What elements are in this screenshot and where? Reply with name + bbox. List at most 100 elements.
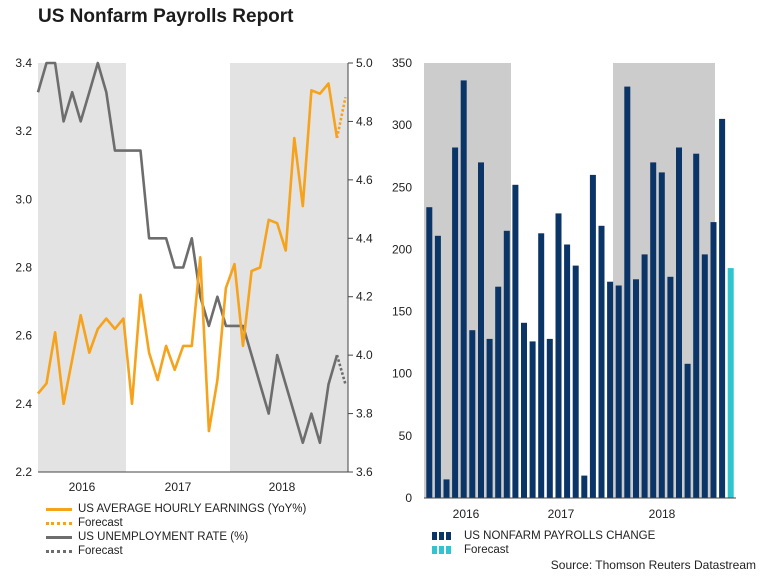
earnings-unemployment-chart: 2.2 2.4 2.6 2.8 3.0 3.2 3.4 3.6 3.8 4.0 4.2 4.4 4.6… — [15, 56, 373, 494]
shaded-year-2018 — [230, 63, 348, 472]
payroll-bar — [564, 244, 571, 498]
legend-label-unemployment: US UNEMPLOYMENT RATE (%) — [78, 531, 249, 543]
unemployment-forecast-swatch — [46, 549, 72, 553]
payroll-bar — [426, 207, 433, 498]
payroll-bar — [503, 230, 510, 499]
bar-axis-tick: 100 — [392, 367, 412, 381]
payroll-bar — [598, 225, 605, 499]
year-label: 2018 — [269, 480, 296, 494]
payroll-bar — [555, 213, 562, 498]
earnings-forecast-line — [335, 96, 347, 139]
bar-axis-tick: 150 — [392, 305, 412, 319]
payrolls-forecast-swatch — [432, 546, 458, 554]
right-axis-tick: 3.6 — [356, 465, 373, 479]
payrolls-swatch — [432, 532, 458, 540]
legend-label-earnings: US AVERAGE HOURLY EARNINGS (YoY%) — [78, 503, 307, 515]
payroll-bar — [589, 174, 596, 498]
right-axis-tick: 4.2 — [356, 290, 373, 304]
year-label: 2016 — [453, 507, 480, 521]
source-note: Source: Thomson Reuters Datastream — [550, 558, 756, 572]
right-axis-tick: 4.4 — [356, 231, 373, 245]
unemployment-line — [36, 61, 339, 445]
unemployment-forecast-line — [335, 354, 347, 385]
payroll-bar — [633, 279, 639, 498]
bar-axis-ticks: 0 50 100 150 200 250 300 350 — [392, 56, 412, 505]
left-axis-tick: 3.4 — [15, 56, 32, 70]
payroll-bar — [529, 341, 536, 498]
right-axis-tick: 4.6 — [356, 173, 373, 187]
payroll-bar — [624, 86, 631, 498]
legend-item-unemployment-forecast: Forecast — [46, 544, 306, 558]
left-axis-tick: 2.4 — [15, 397, 32, 411]
legend-label-earnings-forecast: Forecast — [78, 517, 123, 529]
bar-axis-tick: 300 — [392, 118, 412, 132]
right-axis-tick: 4.8 — [356, 114, 373, 128]
unemployment-swatch — [46, 535, 72, 539]
earnings-swatch — [46, 507, 72, 511]
payroll-bar — [521, 322, 527, 498]
shaded-year-2016 — [38, 63, 126, 472]
legend-item-payrolls: US NONFARM PAYROLLS CHANGE — [432, 529, 655, 543]
left-axis-tick: 3.0 — [15, 192, 32, 206]
payroll-bar — [684, 363, 691, 498]
right-axis-tick: 5.0 — [356, 56, 373, 70]
legend-item-earnings-forecast: Forecast — [46, 516, 306, 530]
payroll-bar — [615, 285, 622, 498]
earnings-forecast-swatch — [46, 521, 72, 525]
legend-item-payrolls-forecast: Forecast — [432, 543, 655, 557]
year-label: 2018 — [649, 507, 676, 521]
payroll-bar — [641, 254, 648, 498]
legend-item-earnings: US AVERAGE HOURLY EARNINGS (YoY%) — [46, 502, 306, 516]
legend-item-unemployment: US UNEMPLOYMENT RATE (%) — [46, 530, 306, 544]
left-axis-tick: 2.8 — [15, 261, 32, 275]
payroll-bar — [443, 479, 450, 498]
right-axis-tick: 3.8 — [356, 407, 373, 421]
left-legend: US AVERAGE HOURLY EARNINGS (YoY%) Foreca… — [46, 502, 306, 558]
left-axis-tick: 3.2 — [15, 124, 32, 138]
payroll-bar — [581, 475, 588, 498]
year-label: 2017 — [548, 507, 575, 521]
payroll-bar — [676, 147, 682, 498]
payroll-bar — [538, 233, 545, 499]
payroll-bars — [426, 80, 734, 499]
legend-label-payrolls: US NONFARM PAYROLLS CHANGE — [464, 530, 656, 542]
payroll-bar — [512, 184, 519, 499]
year-label: 2017 — [165, 480, 192, 494]
payroll-bar — [546, 338, 553, 498]
bar-axis-tick: 50 — [399, 429, 413, 443]
right-legend: US NONFARM PAYROLLS CHANGE Forecast — [432, 529, 655, 557]
left-series-lines — [36, 61, 347, 445]
payrolls-bar-chart: 0 50 100 150 200 250 300 350 2016 2017 2018 — [392, 56, 736, 521]
chart-title: US Nonfarm Payrolls Report — [38, 6, 294, 27]
payroll-bar — [667, 276, 674, 498]
payroll-bar — [658, 172, 665, 498]
payroll-bar — [607, 281, 614, 498]
left-axis-tick: 2.6 — [15, 329, 32, 343]
payroll-bar — [693, 153, 700, 498]
bar-axis-tick: 350 — [392, 56, 412, 70]
payroll-bar — [478, 162, 484, 498]
year-label: 2016 — [69, 480, 96, 494]
payroll-bar — [452, 147, 459, 498]
right-axis-tick: 4.0 — [356, 348, 373, 362]
left-axis-ticks: 2.2 2.4 2.6 2.8 3.0 3.2 3.4 — [15, 56, 32, 479]
bar-year-labels: 2016 2017 2018 — [453, 507, 676, 521]
earnings-line — [37, 82, 339, 433]
payroll-bar — [650, 162, 657, 498]
legend-label-unemployment-forecast: Forecast — [78, 545, 123, 557]
right-axis-ticks: 3.6 3.8 4.0 4.2 4.4 4.6 4.8 5.0 — [348, 56, 373, 479]
payroll-bar — [572, 265, 579, 498]
payroll-bar — [434, 235, 441, 499]
bar-axis-tick: 250 — [392, 180, 412, 194]
payroll-bar — [495, 286, 502, 498]
payroll-forecast-bar — [727, 268, 734, 498]
payroll-bar — [486, 338, 493, 498]
payroll-bar — [719, 118, 726, 499]
payroll-bar — [710, 222, 717, 498]
payroll-bar — [469, 330, 476, 498]
bar-axis-tick: 200 — [392, 242, 412, 256]
bar-axis-tick: 0 — [405, 491, 412, 505]
legend-label-payrolls-forecast: Forecast — [464, 544, 509, 556]
payroll-bar — [460, 80, 467, 499]
